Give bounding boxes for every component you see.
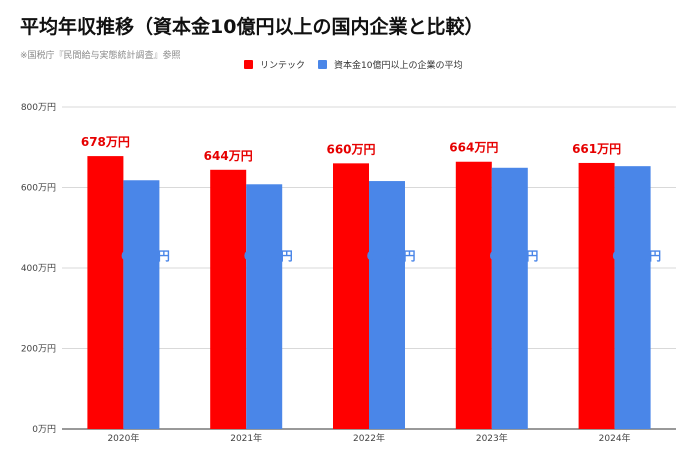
x-tick-label: 2021年 [230,432,262,444]
bar-average [491,167,528,429]
x-tick-label: 2020年 [107,432,139,444]
x-tick-label: 2023年 [476,432,508,444]
data-label-average: 649万円 [489,249,538,263]
bar-average [369,181,405,429]
bar-average [246,184,283,429]
bar-rintec [210,169,247,430]
bar-rintec [578,162,615,429]
chart-source-note: ※国税庁『民間給与実態統計調査』参照 [20,51,181,61]
y-tick-label: 800万円 [21,102,56,113]
y-tick-label: 400万円 [21,263,56,274]
data-label-average: 608万円 [244,249,293,263]
legend-swatch-rintec [244,60,253,69]
bar-rintec [333,163,369,429]
legend-label-rintec: リンテック [260,61,306,71]
bar-rintec [87,156,124,430]
data-label-average: 616万円 [366,249,415,263]
data-label-rintec: 661万円 [572,142,621,156]
legend-swatch-average [318,60,327,69]
y-tick-label: 0万円 [32,424,56,435]
y-tick-label: 600万円 [21,183,56,194]
bar-average [123,180,160,429]
legend-item-average: 資本金10億円以上の企業の平均 [318,58,462,71]
data-label-rintec: 660万円 [326,142,375,156]
legend-label-average: 資本金10億円以上の企業の平均 [334,61,463,71]
data-label-average: 653万円 [612,249,661,263]
legend-item-rintec: リンテック [244,58,305,71]
bar-average [614,166,651,430]
x-tick-label: 2022年 [353,432,385,444]
bar-rintec [455,161,492,430]
data-label-average: 618万円 [121,249,170,263]
data-label-rintec: 678万円 [81,135,130,149]
data-label-rintec: 644万円 [204,149,253,163]
data-label-rintec: 664万円 [449,141,498,155]
y-tick-label: 200万円 [21,344,56,355]
chart-title: 平均年収推移（資本金10億円以上の国内企業と比較） [20,16,484,38]
x-tick-label: 2024年 [599,432,631,444]
